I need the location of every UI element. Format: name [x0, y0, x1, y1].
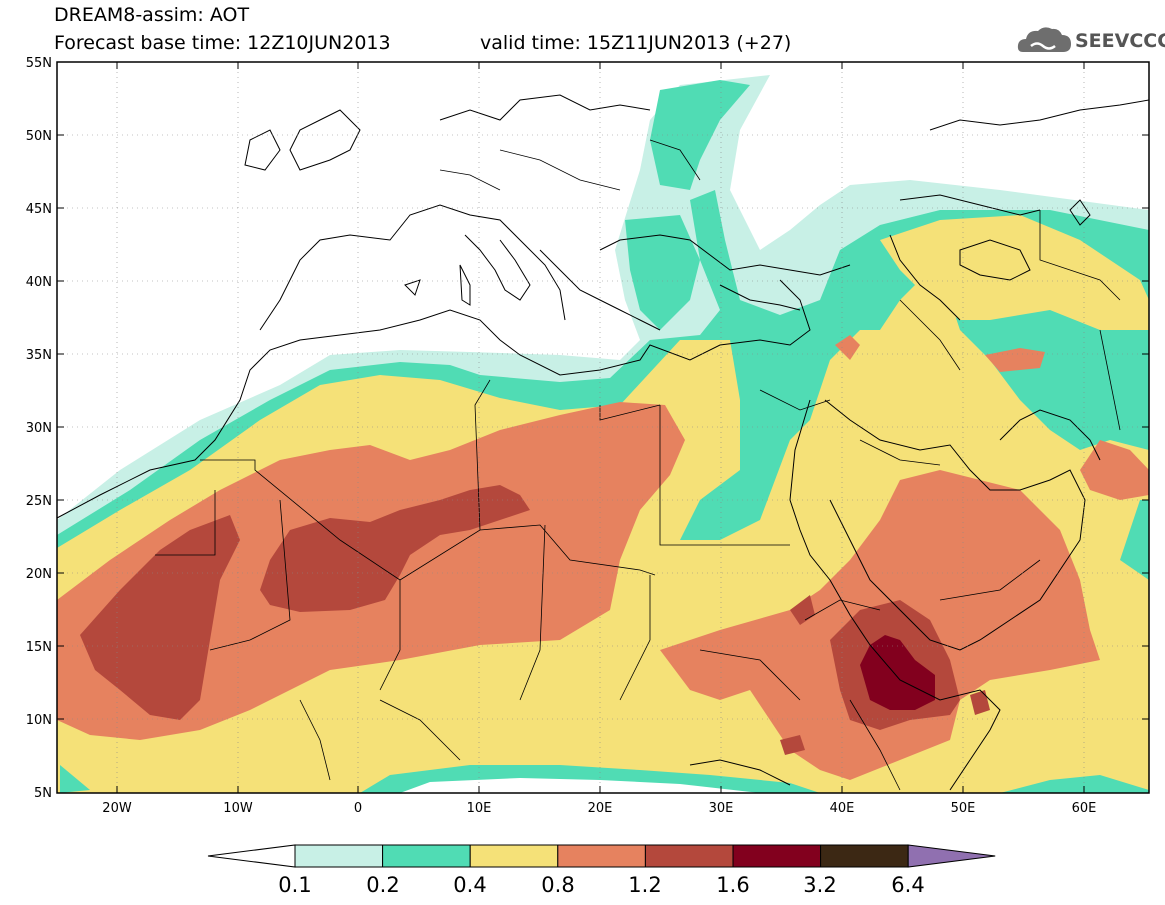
- lat-label: 55N: [26, 56, 52, 71]
- country-borders: [155, 139, 1121, 791]
- colorbar-label: 0.8: [541, 873, 574, 897]
- colorbar: [207, 844, 996, 868]
- lat-label: 15N: [26, 640, 52, 655]
- lon-label: 20W: [102, 801, 132, 816]
- longitude-labels: 20W 10W 0 10E 20E 30E 40E 50E 60E: [102, 801, 1096, 816]
- lon-label: 40E: [830, 801, 855, 816]
- colorbar-swatch: [732, 844, 822, 868]
- lat-label: 10N: [26, 713, 52, 728]
- colorbar-swatch: [820, 844, 909, 868]
- seevccc-logo: SEEVCCC: [1017, 24, 1165, 58]
- axis-ticks: [57, 62, 1149, 793]
- cloud-icon: [1017, 27, 1071, 52]
- colorbar-label: 0.1: [278, 873, 311, 897]
- lat-label: 45N: [26, 202, 52, 217]
- forecast-base-time: Forecast base time: 12Z10JUN2013: [54, 32, 391, 54]
- lon-label: 50E: [951, 801, 976, 816]
- lat-label: 30N: [26, 421, 52, 436]
- colorbar-label: 1.2: [628, 873, 661, 897]
- colorbar-label: 0.2: [366, 873, 399, 897]
- grid-lines: [57, 62, 1149, 793]
- latitude-labels: 55N 50N 45N 40N 35N 30N 25N 20N 15N 10N …: [26, 56, 52, 801]
- colorbar-label: 0.4: [453, 873, 486, 897]
- lat-label: 5N: [34, 786, 52, 801]
- lat-label: 25N: [26, 494, 52, 509]
- colorbar-swatch: [382, 844, 471, 868]
- lon-label: 30E: [709, 801, 734, 816]
- lat-label: 35N: [26, 348, 52, 363]
- lat-label: 40N: [26, 275, 52, 290]
- map-title: DREAM8-assim: AOT: [54, 4, 250, 26]
- colorbar-swatch: [294, 844, 384, 868]
- lat-label: 20N: [26, 567, 52, 582]
- colorbar-label: 6.4: [891, 873, 924, 897]
- colorbar-label: 3.2: [803, 873, 836, 897]
- lat-label: 50N: [26, 129, 52, 144]
- valid-time: valid time: 15Z11JUN2013 (+27): [480, 32, 792, 54]
- lon-label: 20E: [588, 801, 613, 816]
- aot-clean-air-gulf: [60, 345, 1149, 793]
- coastlines: [57, 94, 1149, 791]
- lon-label: 60E: [1072, 801, 1097, 816]
- lon-label: 0: [354, 801, 362, 816]
- colorbar-under-triangle: [207, 844, 296, 868]
- colorbar-swatch: [469, 844, 559, 868]
- lon-label: 10W: [223, 801, 253, 816]
- aot-level-1.6: [860, 635, 935, 710]
- colorbar-swatch: [557, 844, 646, 868]
- aot-contour-fields: [57, 62, 1149, 793]
- colorbar-swatch: [644, 844, 734, 868]
- colorbar-labels: 0.1 0.2 0.4 0.8 1.2 1.6 3.2 6.4: [278, 873, 924, 897]
- logo-text: SEEVCCC: [1075, 30, 1165, 52]
- colorbar-over-triangle: [907, 844, 996, 868]
- lon-label: 10E: [467, 801, 492, 816]
- colorbar-label: 1.6: [716, 873, 749, 897]
